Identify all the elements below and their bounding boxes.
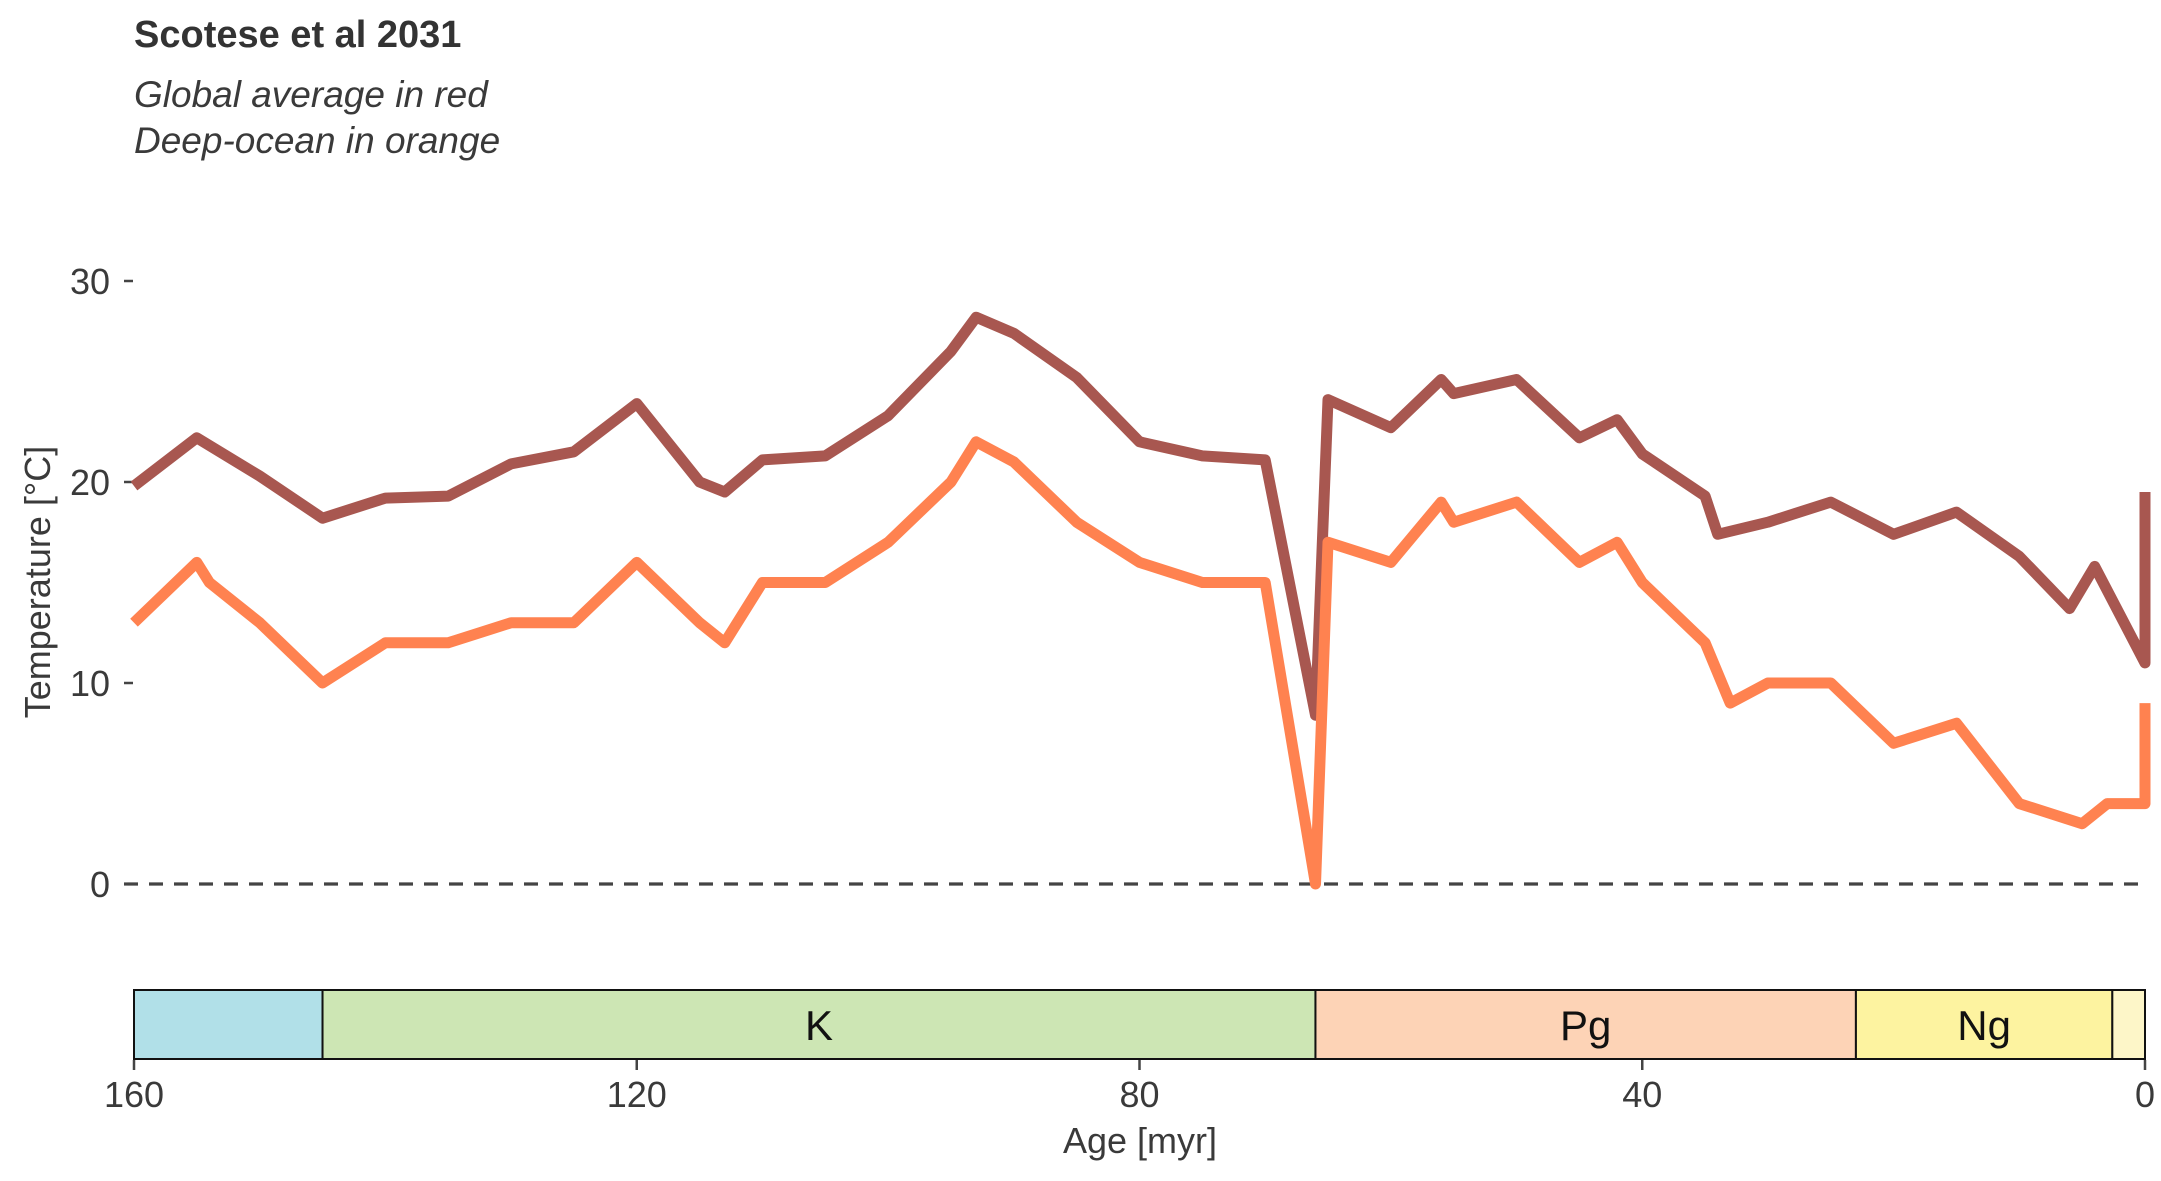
- subtitle-line-2: Deep-ocean in orange: [134, 120, 501, 161]
- period-segment: [2111, 989, 2147, 1060]
- period-bar: K Pg Ng: [133, 989, 2147, 1060]
- y-tick-label: 20: [70, 462, 110, 503]
- period-segment: [321, 989, 1317, 1060]
- x-tick-label: 0: [2135, 1074, 2155, 1115]
- y-axis: 0 10 20 30: [70, 261, 133, 905]
- period-label: Pg: [1560, 1002, 1611, 1049]
- x-axis-title: Age [myr]: [1063, 1120, 1217, 1161]
- global-series-line: [130, 311, 2151, 721]
- period-segment: [133, 989, 324, 1060]
- x-tick-label: 160: [104, 1074, 164, 1115]
- x-tick-label: 120: [607, 1074, 667, 1115]
- y-tick-label: 0: [90, 864, 110, 905]
- period-label: K: [805, 1002, 833, 1049]
- chart-subtitle: Global average in red Deep-ocean in oran…: [134, 72, 500, 164]
- y-tick-label: 10: [70, 663, 110, 704]
- chart-title: Scotese et al 2031: [134, 14, 462, 56]
- x-tick-label: 40: [1622, 1074, 1662, 1115]
- y-axis-title: Temperature [°C]: [17, 446, 58, 719]
- subtitle-line-1: Global average in red: [134, 74, 488, 115]
- deep_ocean-series-line: [130, 436, 2151, 890]
- series-layer: [130, 311, 2151, 890]
- x-axis: 160 120 80 40 0: [104, 1060, 2155, 1115]
- period-segment: [1854, 989, 2114, 1060]
- period-label: Ng: [1957, 1002, 2011, 1049]
- y-tick-label: 30: [70, 261, 110, 302]
- x-tick-label: 80: [1119, 1074, 1159, 1115]
